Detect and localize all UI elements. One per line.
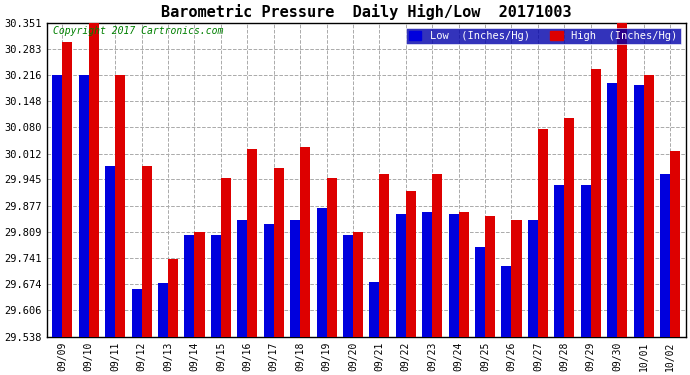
Bar <box>607 83 617 337</box>
Bar <box>644 75 653 337</box>
Bar <box>369 282 380 337</box>
Title: Barometric Pressure  Daily High/Low  20171003: Barometric Pressure Daily High/Low 20171… <box>161 4 571 20</box>
Bar <box>62 42 72 337</box>
Bar <box>633 85 644 337</box>
Bar <box>184 236 195 337</box>
Bar <box>290 220 300 337</box>
Bar <box>264 224 274 337</box>
Bar <box>660 174 670 337</box>
Text: Copyright 2017 Cartronics.com: Copyright 2017 Cartronics.com <box>53 26 224 36</box>
Bar <box>141 166 152 337</box>
Bar <box>105 166 115 337</box>
Bar <box>581 185 591 337</box>
Bar <box>485 216 495 337</box>
Bar <box>343 236 353 337</box>
Bar <box>317 209 326 337</box>
Bar <box>115 75 126 337</box>
Bar <box>538 129 548 337</box>
Bar <box>502 266 511 337</box>
Bar <box>158 282 168 337</box>
Bar <box>448 214 459 337</box>
Bar <box>475 247 485 337</box>
Bar <box>459 212 469 337</box>
Bar <box>237 220 247 337</box>
Bar <box>353 232 363 337</box>
Bar <box>211 236 221 337</box>
Bar <box>274 168 284 337</box>
Bar <box>168 259 178 337</box>
Bar <box>396 214 406 337</box>
Bar <box>422 212 432 337</box>
Bar <box>564 118 574 337</box>
Bar <box>432 174 442 337</box>
Bar <box>132 290 141 337</box>
Bar <box>528 220 538 337</box>
Bar <box>406 191 416 337</box>
Bar <box>591 69 601 337</box>
Bar <box>380 174 389 337</box>
Bar <box>300 147 310 337</box>
Bar <box>326 177 337 337</box>
Bar <box>670 150 680 337</box>
Bar <box>89 21 99 337</box>
Bar <box>617 21 627 337</box>
Bar <box>79 75 89 337</box>
Bar <box>247 148 257 337</box>
Bar <box>221 177 231 337</box>
Bar <box>195 232 204 337</box>
Bar <box>511 220 522 337</box>
Bar <box>52 75 62 337</box>
Bar <box>554 185 564 337</box>
Legend: Low  (Inches/Hg), High  (Inches/Hg): Low (Inches/Hg), High (Inches/Hg) <box>406 28 680 44</box>
